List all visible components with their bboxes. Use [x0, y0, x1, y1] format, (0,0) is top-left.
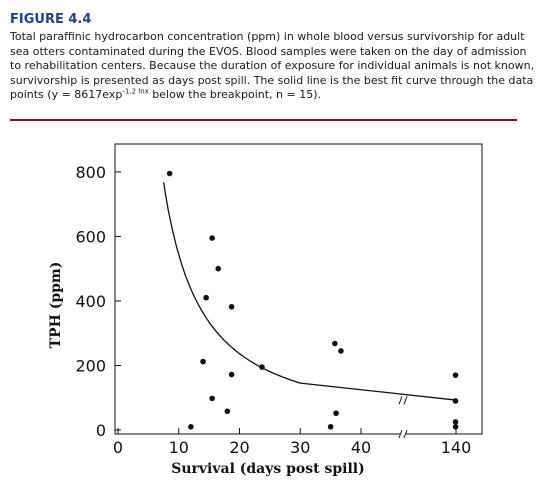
- data-point: [188, 423, 194, 430]
- y-tick-label: 400: [75, 292, 106, 311]
- data-point: [452, 372, 459, 378]
- y-tick-label: 200: [75, 356, 106, 375]
- caption-line-4: survivorship is presented as days post s…: [10, 73, 534, 87]
- data-point: [224, 408, 231, 415]
- y-tick-label: 800: [75, 163, 106, 182]
- data-point: [203, 294, 209, 301]
- data-point: [228, 303, 235, 310]
- data-point: [209, 235, 215, 241]
- data-point: [452, 419, 459, 425]
- caption-line-2: sea otters contaminated during the EVOS.…: [10, 44, 527, 58]
- data-point: [209, 395, 215, 402]
- data-point: [333, 410, 339, 417]
- data-point: [166, 170, 173, 177]
- axis-break-slash: [403, 396, 408, 405]
- x-tick-label: 40: [351, 438, 371, 457]
- data-point: [452, 423, 459, 430]
- caption-line-3: to rehabilitation centers. Because the d…: [10, 59, 535, 72]
- plot-frame: [114, 143, 483, 435]
- data-point: [338, 348, 344, 354]
- data-point: [452, 398, 459, 404]
- axis-break-slash: [398, 429, 403, 439]
- caption-line-1: Total paraffinic hydrocarbon concentrati…: [10, 30, 525, 43]
- y-tick-label: 600: [75, 227, 106, 246]
- x-tick-label: 10: [169, 438, 189, 457]
- axis-break-slash: [398, 396, 403, 405]
- caption-line-5: points (y = 8617exp-1.2 lnx below the br…: [10, 88, 540, 103]
- x-axis-break-marks: [398, 395, 408, 439]
- y-axis-title: TPH (ppm): [48, 262, 64, 349]
- x-tick-label: 0: [113, 438, 123, 457]
- y-axis-ticks: 0 200 400 600 800: [75, 163, 121, 440]
- x-tick-label: 20: [229, 438, 249, 457]
- x-tick-label: 30: [290, 438, 310, 457]
- x-tick-label: 140: [441, 438, 472, 457]
- figure-caption: Total paraffinic hydrocarbon concentrati…: [10, 30, 540, 103]
- caption-divider: [10, 119, 517, 121]
- axis-break-gap: [400, 429, 406, 439]
- axis-break-slash: [403, 429, 408, 439]
- caption-line-5-end: below the breakpoint, n = 15).: [148, 88, 322, 101]
- x-axis-title: Survival (days post spill): [171, 461, 365, 477]
- caption-line-5-start: points (y = 8617exp: [10, 88, 123, 101]
- data-point: [259, 364, 265, 370]
- fit-curve-line: [162, 182, 458, 401]
- data-point: [215, 265, 222, 272]
- x-axis-ticks: 0 10 20 30 40 140: [113, 428, 471, 457]
- data-point: [332, 340, 338, 347]
- axis-break-gap: [400, 395, 406, 406]
- data-point: [200, 358, 206, 365]
- figure-label: FIGURE 4.4: [10, 12, 92, 27]
- caption-exponent: -1.2 lnx: [122, 87, 149, 96]
- data-point: [327, 423, 334, 430]
- data-point: [228, 371, 235, 378]
- data-points: [166, 170, 459, 430]
- y-tick-label: 0: [96, 421, 106, 440]
